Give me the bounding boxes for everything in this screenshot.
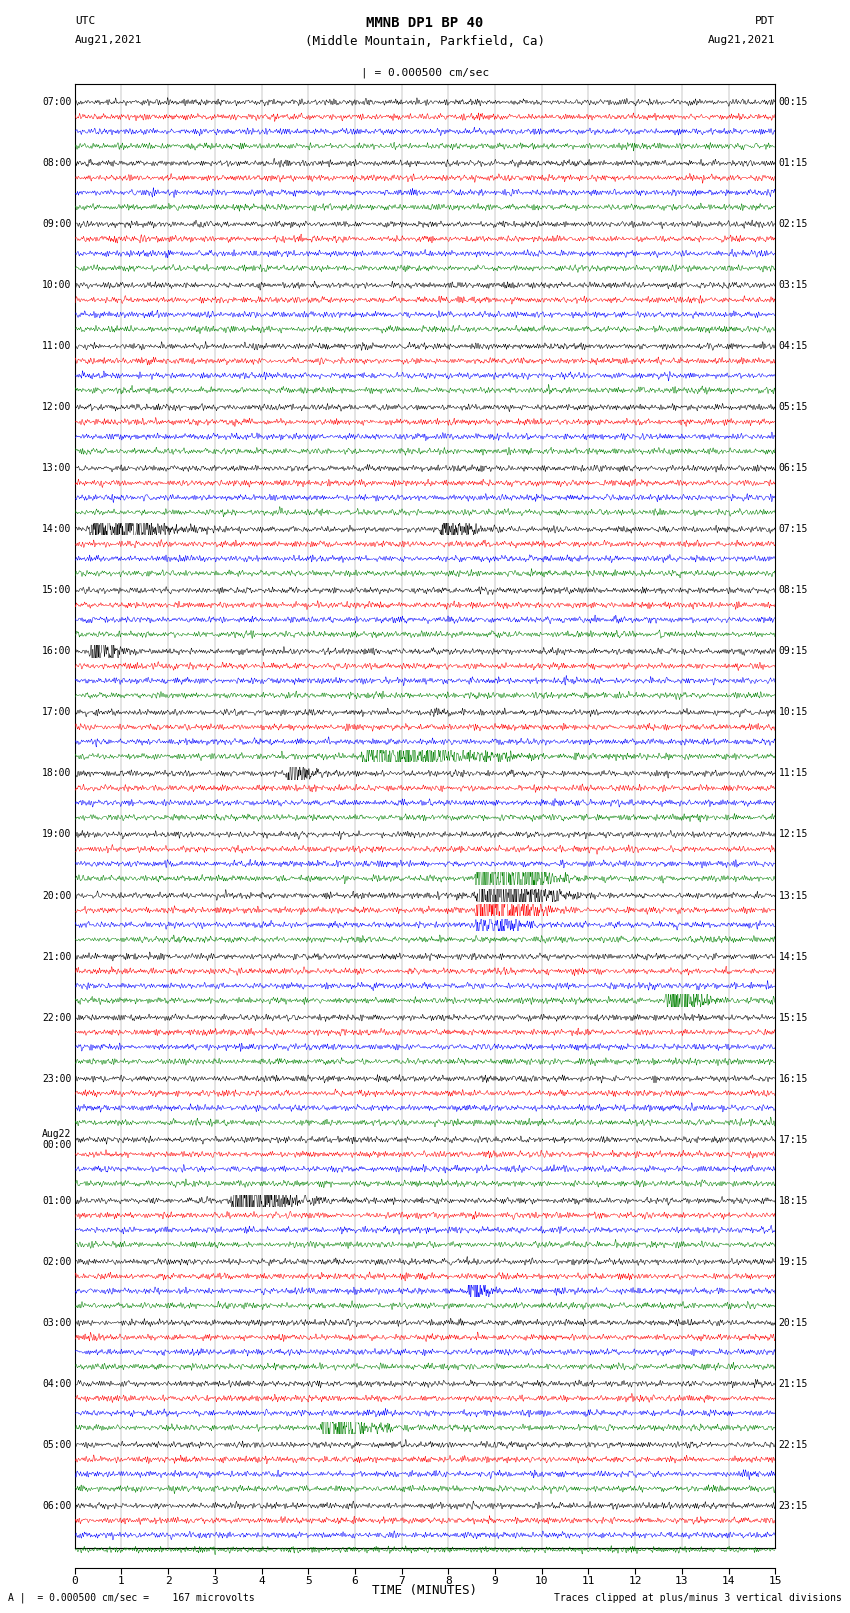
- Text: 09:15: 09:15: [779, 647, 808, 656]
- Text: A |  = 0.000500 cm/sec =    167 microvolts: A | = 0.000500 cm/sec = 167 microvolts: [8, 1592, 255, 1603]
- Text: 09:00: 09:00: [42, 219, 71, 229]
- Text: 13:00: 13:00: [42, 463, 71, 473]
- Text: 04:15: 04:15: [779, 342, 808, 352]
- Text: 15:15: 15:15: [779, 1013, 808, 1023]
- Text: (Middle Mountain, Parkfield, Ca): (Middle Mountain, Parkfield, Ca): [305, 35, 545, 48]
- Text: 20:00: 20:00: [42, 890, 71, 900]
- Text: 14:15: 14:15: [779, 952, 808, 961]
- Text: 18:00: 18:00: [42, 768, 71, 779]
- Text: 08:00: 08:00: [42, 158, 71, 168]
- Text: 07:00: 07:00: [42, 97, 71, 106]
- Text: 17:15: 17:15: [779, 1134, 808, 1145]
- Text: MMNB DP1 BP 40: MMNB DP1 BP 40: [366, 16, 484, 31]
- Text: 23:00: 23:00: [42, 1074, 71, 1084]
- Text: 05:15: 05:15: [779, 402, 808, 413]
- Text: 06:15: 06:15: [779, 463, 808, 473]
- Text: 07:15: 07:15: [779, 524, 808, 534]
- Text: 14:00: 14:00: [42, 524, 71, 534]
- Text: 16:15: 16:15: [779, 1074, 808, 1084]
- Text: 21:15: 21:15: [779, 1379, 808, 1389]
- Text: Aug22
00:00: Aug22 00:00: [42, 1129, 71, 1150]
- Text: 11:15: 11:15: [779, 768, 808, 779]
- Text: 21:00: 21:00: [42, 952, 71, 961]
- Text: 03:00: 03:00: [42, 1318, 71, 1327]
- Text: TIME (MINUTES): TIME (MINUTES): [372, 1584, 478, 1597]
- Text: 02:00: 02:00: [42, 1257, 71, 1266]
- Text: 11:00: 11:00: [42, 342, 71, 352]
- Text: 19:00: 19:00: [42, 829, 71, 839]
- Text: 08:15: 08:15: [779, 586, 808, 595]
- Text: 18:15: 18:15: [779, 1195, 808, 1205]
- Text: 10:15: 10:15: [779, 708, 808, 718]
- Text: 16:00: 16:00: [42, 647, 71, 656]
- Text: 01:00: 01:00: [42, 1195, 71, 1205]
- Text: 12:00: 12:00: [42, 402, 71, 413]
- Text: UTC: UTC: [75, 16, 95, 26]
- Text: Aug21,2021: Aug21,2021: [708, 35, 775, 45]
- Text: 22:15: 22:15: [779, 1440, 808, 1450]
- Text: 01:15: 01:15: [779, 158, 808, 168]
- Text: 23:15: 23:15: [779, 1500, 808, 1511]
- Text: 03:15: 03:15: [779, 281, 808, 290]
- Text: 17:00: 17:00: [42, 708, 71, 718]
- Text: 06:00: 06:00: [42, 1500, 71, 1511]
- Text: 10:00: 10:00: [42, 281, 71, 290]
- Text: 05:00: 05:00: [42, 1440, 71, 1450]
- Text: 19:15: 19:15: [779, 1257, 808, 1266]
- Text: Aug21,2021: Aug21,2021: [75, 35, 142, 45]
- Text: Traces clipped at plus/minus 3 vertical divisions: Traces clipped at plus/minus 3 vertical …: [553, 1594, 842, 1603]
- Text: 04:00: 04:00: [42, 1379, 71, 1389]
- Text: 12:15: 12:15: [779, 829, 808, 839]
- Text: 22:00: 22:00: [42, 1013, 71, 1023]
- Text: | = 0.000500 cm/sec: | = 0.000500 cm/sec: [361, 68, 489, 79]
- Text: 02:15: 02:15: [779, 219, 808, 229]
- Text: 20:15: 20:15: [779, 1318, 808, 1327]
- Text: PDT: PDT: [755, 16, 775, 26]
- Text: 13:15: 13:15: [779, 890, 808, 900]
- Text: 15:00: 15:00: [42, 586, 71, 595]
- Text: 00:15: 00:15: [779, 97, 808, 106]
